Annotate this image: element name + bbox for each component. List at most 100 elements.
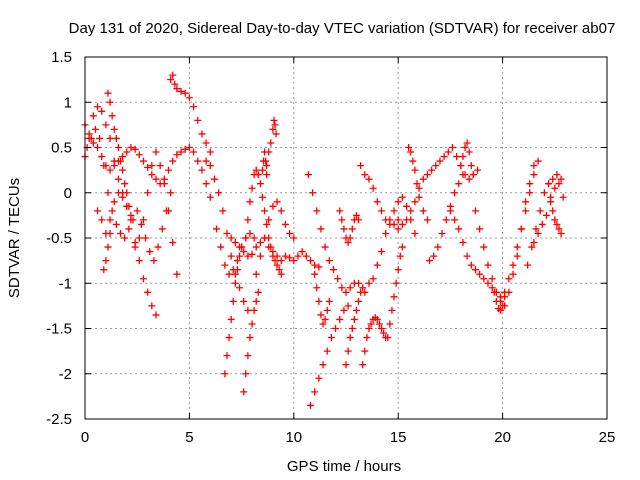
data-point	[547, 193, 555, 201]
x-axis-label: GPS time / hours	[287, 458, 401, 475]
x-tick-label: 25	[599, 429, 616, 446]
data-point	[423, 216, 431, 224]
series-arc-28	[405, 144, 431, 224]
data-point	[377, 248, 385, 256]
data-point	[231, 270, 239, 278]
data-point	[215, 189, 223, 197]
data-point	[313, 207, 321, 215]
data-point	[419, 175, 427, 183]
data-point	[455, 180, 463, 188]
data-point	[459, 171, 467, 179]
series-arc-37	[545, 180, 565, 237]
data-point	[225, 270, 233, 278]
data-point	[526, 180, 534, 188]
data-point	[361, 347, 369, 355]
data-point	[158, 225, 166, 233]
data-point	[551, 184, 559, 192]
data-point	[499, 302, 507, 310]
data-point	[252, 243, 260, 251]
data-point	[94, 207, 102, 215]
data-point	[227, 234, 235, 242]
data-point	[390, 220, 398, 228]
data-point	[534, 229, 542, 237]
data-point	[131, 243, 139, 251]
data-point	[269, 202, 277, 210]
data-point	[116, 229, 124, 237]
data-point	[348, 325, 356, 332]
y-tick-label: 0	[64, 185, 72, 202]
y-tick-label: -2.5	[46, 411, 72, 428]
data-point	[467, 162, 475, 170]
data-point	[277, 207, 285, 215]
data-point	[365, 279, 373, 287]
data-point	[388, 306, 396, 314]
data-point	[307, 401, 315, 409]
data-point	[246, 229, 254, 237]
data-point	[311, 270, 319, 278]
series-arc-03	[83, 125, 175, 265]
series-arc-17	[258, 148, 271, 179]
data-point	[252, 297, 260, 305]
data-point	[290, 257, 298, 265]
data-point	[530, 171, 538, 179]
data-point	[338, 284, 346, 292]
data-point	[298, 248, 306, 256]
data-point	[139, 275, 147, 283]
data-point	[89, 139, 97, 147]
data-point	[190, 103, 198, 111]
data-point	[114, 144, 122, 151]
series-arc-07	[131, 148, 181, 278]
data-point	[181, 145, 189, 153]
data-point	[329, 266, 337, 274]
data-point	[438, 229, 446, 237]
data-point	[252, 166, 260, 174]
data-point	[380, 329, 388, 337]
data-point	[476, 225, 484, 233]
data-point	[409, 157, 417, 165]
data-point	[137, 220, 145, 228]
data-point	[135, 234, 143, 242]
data-point	[411, 229, 419, 237]
data-point	[219, 207, 227, 215]
series-arc-19	[304, 171, 363, 296]
data-point	[463, 252, 471, 260]
data-points	[81, 71, 567, 409]
data-point	[152, 175, 160, 183]
data-point	[248, 184, 256, 192]
data-point	[173, 270, 181, 278]
data-point	[231, 279, 239, 287]
data-point	[198, 166, 206, 174]
data-point	[275, 266, 283, 274]
data-point	[110, 125, 118, 133]
data-point	[236, 284, 244, 292]
x-tick-label: 20	[494, 429, 511, 446]
series-arc-11	[221, 243, 246, 378]
data-point	[386, 320, 394, 328]
y-axis-ticks: -2.5 -2 -1.5 -1 -0.5 0 0.5 1 1.5	[46, 49, 607, 428]
data-point	[394, 216, 402, 224]
data-point	[350, 315, 358, 323]
series-arc-22	[342, 284, 369, 369]
data-point	[346, 234, 354, 242]
data-point	[277, 257, 285, 265]
data-point	[173, 85, 181, 93]
data-point	[340, 306, 348, 314]
data-point	[256, 239, 264, 247]
data-point	[277, 270, 285, 278]
data-point	[269, 252, 277, 260]
data-point	[227, 315, 235, 323]
data-point	[269, 125, 277, 133]
y-axis-label: SDTVAR / TECUs	[6, 178, 23, 298]
data-point	[160, 180, 168, 188]
y-tick-label: 0.5	[51, 140, 72, 157]
data-point	[344, 347, 352, 355]
data-point	[319, 361, 327, 369]
data-point	[313, 284, 321, 292]
data-point	[102, 121, 110, 129]
data-point	[210, 175, 218, 183]
data-point	[419, 207, 427, 215]
data-point	[545, 180, 553, 188]
data-point	[110, 198, 118, 206]
data-point	[465, 175, 473, 183]
data-point	[490, 288, 498, 296]
